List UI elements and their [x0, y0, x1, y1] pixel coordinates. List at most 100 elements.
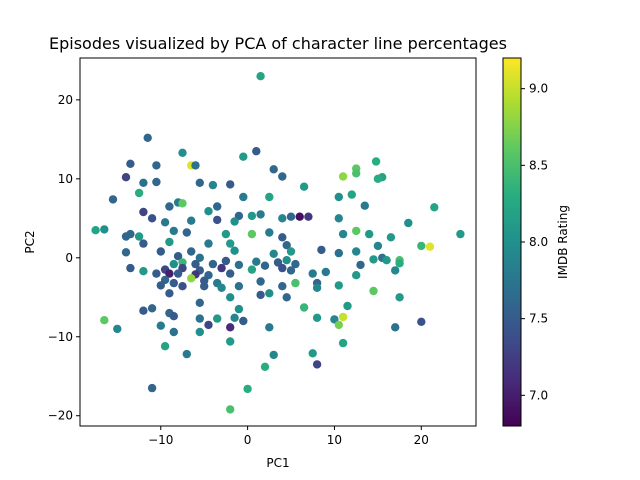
data-point [334, 320, 343, 330]
data-point [173, 252, 183, 261]
colorbar-tick-label: 8.5 [529, 158, 548, 172]
x-tick-label: 0 [244, 433, 252, 447]
data-point [243, 384, 252, 394]
data-point [234, 260, 244, 270]
data-point [395, 259, 404, 268]
data-point [425, 242, 435, 251]
data-point [195, 298, 204, 307]
data-point [187, 216, 196, 225]
data-point [230, 246, 239, 255]
data-point [121, 173, 131, 182]
data-point [156, 247, 165, 256]
data-point [417, 241, 426, 251]
data-point [230, 313, 239, 322]
data-point [165, 289, 174, 298]
data-point [286, 212, 296, 221]
data-point [239, 316, 248, 326]
data-point [338, 312, 348, 322]
y-tick-label: −10 [48, 330, 73, 344]
data-point [226, 337, 235, 346]
data-point [312, 283, 322, 292]
colorbar-tick-label: 7.5 [529, 312, 548, 326]
data-point [278, 214, 287, 223]
data-point [256, 72, 265, 81]
data-point [334, 281, 343, 290]
data-point [391, 266, 400, 275]
data-point [391, 323, 400, 332]
data-point [178, 148, 187, 157]
data-point [369, 286, 378, 296]
data-point [334, 214, 343, 223]
data-point [187, 247, 196, 256]
data-point [312, 313, 322, 322]
plot-frame [79, 57, 477, 427]
data-point [269, 249, 278, 258]
data-point [278, 233, 287, 242]
colorbar-tick-label: 9.0 [529, 82, 548, 96]
data-point [338, 229, 348, 239]
data-point [352, 226, 361, 236]
data-point [252, 257, 261, 266]
data-point [195, 314, 204, 323]
data-point [226, 269, 235, 278]
data-point [308, 349, 317, 358]
data-point [156, 281, 165, 290]
y-axis-ticks: −20 −10 0 10 20 [48, 93, 80, 423]
x-tick-label: 20 [414, 433, 429, 447]
x-axis-ticks: −10 0 10 20 [148, 426, 429, 447]
data-point [247, 265, 257, 274]
data-point [343, 301, 352, 311]
data-point [291, 259, 300, 269]
data-point [147, 383, 157, 393]
data-point [256, 290, 265, 300]
data-point [113, 324, 122, 334]
y-axis-label: PC2 [23, 230, 37, 253]
data-point [100, 225, 109, 234]
data-point [226, 323, 235, 332]
data-point [269, 350, 278, 360]
data-point [169, 259, 178, 269]
data-point [382, 256, 391, 265]
data-point [278, 172, 287, 181]
data-point [369, 255, 378, 264]
data-point [269, 165, 278, 174]
data-point [295, 212, 304, 221]
data-point [404, 218, 413, 228]
data-point [160, 218, 170, 227]
data-point [334, 192, 343, 202]
y-tick-label: 10 [58, 172, 73, 186]
data-point [108, 195, 118, 204]
data-point [165, 269, 174, 278]
data-point [126, 159, 135, 168]
data-point [286, 247, 296, 256]
data-point [386, 233, 396, 242]
data-point [304, 212, 313, 221]
data-point [208, 180, 218, 190]
data-point [352, 271, 361, 280]
data-point [182, 228, 191, 237]
data-point [230, 217, 239, 226]
data-point [134, 188, 144, 198]
data-point [352, 247, 361, 256]
data-point [373, 241, 383, 251]
data-point [126, 263, 135, 273]
data-point [147, 214, 157, 223]
data-point [347, 190, 356, 199]
data-point [291, 278, 300, 288]
data-point [278, 282, 287, 291]
data-point [169, 278, 178, 288]
data-point [226, 239, 235, 248]
data-point [282, 293, 291, 302]
data-point [334, 248, 343, 258]
data-point [213, 202, 222, 211]
data-point [312, 360, 322, 369]
data-point [299, 303, 309, 312]
data-point [178, 199, 187, 208]
colorbar-ticks: 7.0 7.5 8.0 8.5 9.0 [521, 82, 548, 402]
data-point [247, 211, 257, 221]
data-point [187, 274, 196, 283]
data-point [152, 269, 161, 278]
x-axis-label: PC1 [266, 456, 289, 470]
data-point [165, 237, 174, 247]
